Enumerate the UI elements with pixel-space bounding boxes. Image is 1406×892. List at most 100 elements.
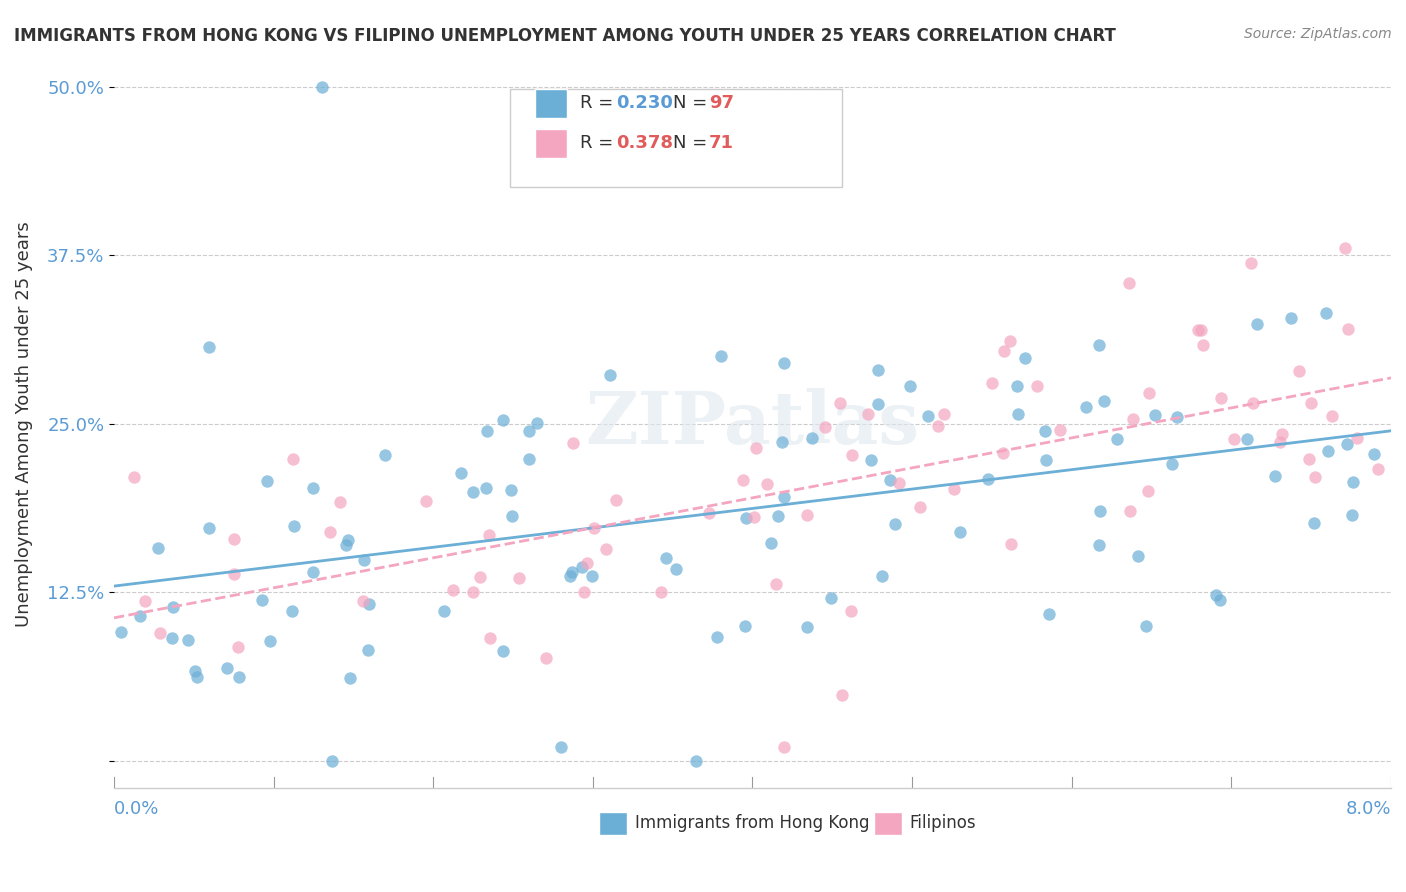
Point bbox=[1298, 452, 1320, 467]
Text: 97: 97 bbox=[709, 95, 734, 112]
Point bbox=[731, 473, 754, 487]
Text: Source: ZipAtlas.com: Source: ZipAtlas.com bbox=[1244, 27, 1392, 41]
Point bbox=[1136, 483, 1159, 498]
Point bbox=[734, 619, 756, 633]
Point bbox=[1239, 256, 1261, 270]
Point bbox=[828, 396, 851, 410]
Point bbox=[706, 631, 728, 645]
Point bbox=[908, 500, 931, 514]
Point bbox=[1301, 396, 1323, 410]
Point bbox=[226, 640, 249, 654]
Point bbox=[374, 448, 396, 462]
Point bbox=[1161, 457, 1184, 471]
Point bbox=[575, 556, 598, 570]
Point bbox=[1005, 379, 1028, 393]
Point bbox=[339, 671, 361, 685]
Point bbox=[1367, 462, 1389, 476]
Text: 8.0%: 8.0% bbox=[1346, 799, 1391, 818]
Point bbox=[654, 551, 676, 566]
Point bbox=[820, 591, 842, 606]
Point bbox=[766, 508, 789, 523]
Point bbox=[1035, 452, 1057, 467]
Point bbox=[595, 541, 617, 556]
Text: ZIPatlas: ZIPatlas bbox=[585, 388, 920, 459]
Point bbox=[858, 407, 880, 421]
Point bbox=[1271, 426, 1294, 441]
Point bbox=[841, 448, 863, 462]
Point bbox=[581, 569, 603, 583]
Point bbox=[1105, 432, 1128, 446]
Point bbox=[665, 561, 688, 575]
Point bbox=[146, 541, 169, 556]
FancyBboxPatch shape bbox=[873, 812, 901, 835]
Point bbox=[582, 521, 605, 535]
Point bbox=[329, 495, 352, 509]
Point bbox=[879, 474, 901, 488]
Point bbox=[1000, 537, 1022, 551]
Point bbox=[1137, 386, 1160, 401]
Point bbox=[1236, 432, 1258, 446]
Point bbox=[773, 491, 796, 505]
Point bbox=[281, 604, 304, 618]
FancyBboxPatch shape bbox=[536, 88, 568, 118]
Point bbox=[697, 506, 720, 520]
Point bbox=[1118, 276, 1140, 290]
Point bbox=[571, 560, 593, 574]
Point bbox=[492, 644, 515, 658]
Point bbox=[917, 409, 939, 423]
Point bbox=[534, 650, 557, 665]
Point bbox=[866, 362, 889, 376]
Point bbox=[744, 509, 766, 524]
Point bbox=[1088, 338, 1111, 352]
FancyBboxPatch shape bbox=[599, 812, 627, 835]
Point bbox=[501, 483, 523, 498]
Point bbox=[508, 571, 530, 585]
Point bbox=[927, 418, 949, 433]
Point bbox=[977, 472, 1000, 486]
Point bbox=[685, 754, 707, 768]
Point bbox=[1135, 619, 1157, 633]
Point bbox=[337, 533, 360, 547]
Point bbox=[796, 619, 818, 633]
Point bbox=[831, 688, 853, 702]
Point bbox=[1007, 407, 1029, 421]
Point bbox=[949, 524, 972, 539]
Point bbox=[1088, 503, 1111, 517]
Point bbox=[197, 340, 219, 354]
Text: Filipinos: Filipinos bbox=[910, 814, 976, 832]
Point bbox=[1192, 338, 1215, 352]
Point bbox=[884, 517, 907, 532]
Point bbox=[517, 425, 540, 439]
Text: N =: N = bbox=[673, 95, 713, 112]
Text: Immigrants from Hong Kong: Immigrants from Hong Kong bbox=[636, 814, 869, 832]
Text: 71: 71 bbox=[709, 135, 734, 153]
Point bbox=[599, 368, 621, 382]
Point bbox=[572, 585, 595, 599]
Point bbox=[1033, 425, 1056, 439]
Point bbox=[898, 378, 921, 392]
Point bbox=[311, 79, 333, 94]
Point bbox=[352, 594, 374, 608]
Point bbox=[1038, 607, 1060, 622]
Point bbox=[186, 670, 208, 684]
Point bbox=[1122, 412, 1144, 426]
Point bbox=[122, 469, 145, 483]
Point bbox=[519, 452, 541, 467]
Point bbox=[184, 664, 207, 678]
Point bbox=[1317, 443, 1340, 458]
Point bbox=[1166, 409, 1188, 424]
Point bbox=[461, 584, 484, 599]
Point bbox=[745, 441, 768, 455]
Point bbox=[1337, 321, 1360, 335]
Point bbox=[756, 477, 779, 491]
Point bbox=[1000, 334, 1022, 348]
Point bbox=[302, 482, 325, 496]
Point bbox=[1264, 469, 1286, 483]
Point bbox=[468, 570, 491, 584]
Point bbox=[335, 538, 357, 552]
Point bbox=[1087, 538, 1109, 552]
Point bbox=[415, 493, 437, 508]
Point bbox=[228, 670, 250, 684]
Point bbox=[302, 565, 325, 579]
Point bbox=[1092, 393, 1115, 408]
